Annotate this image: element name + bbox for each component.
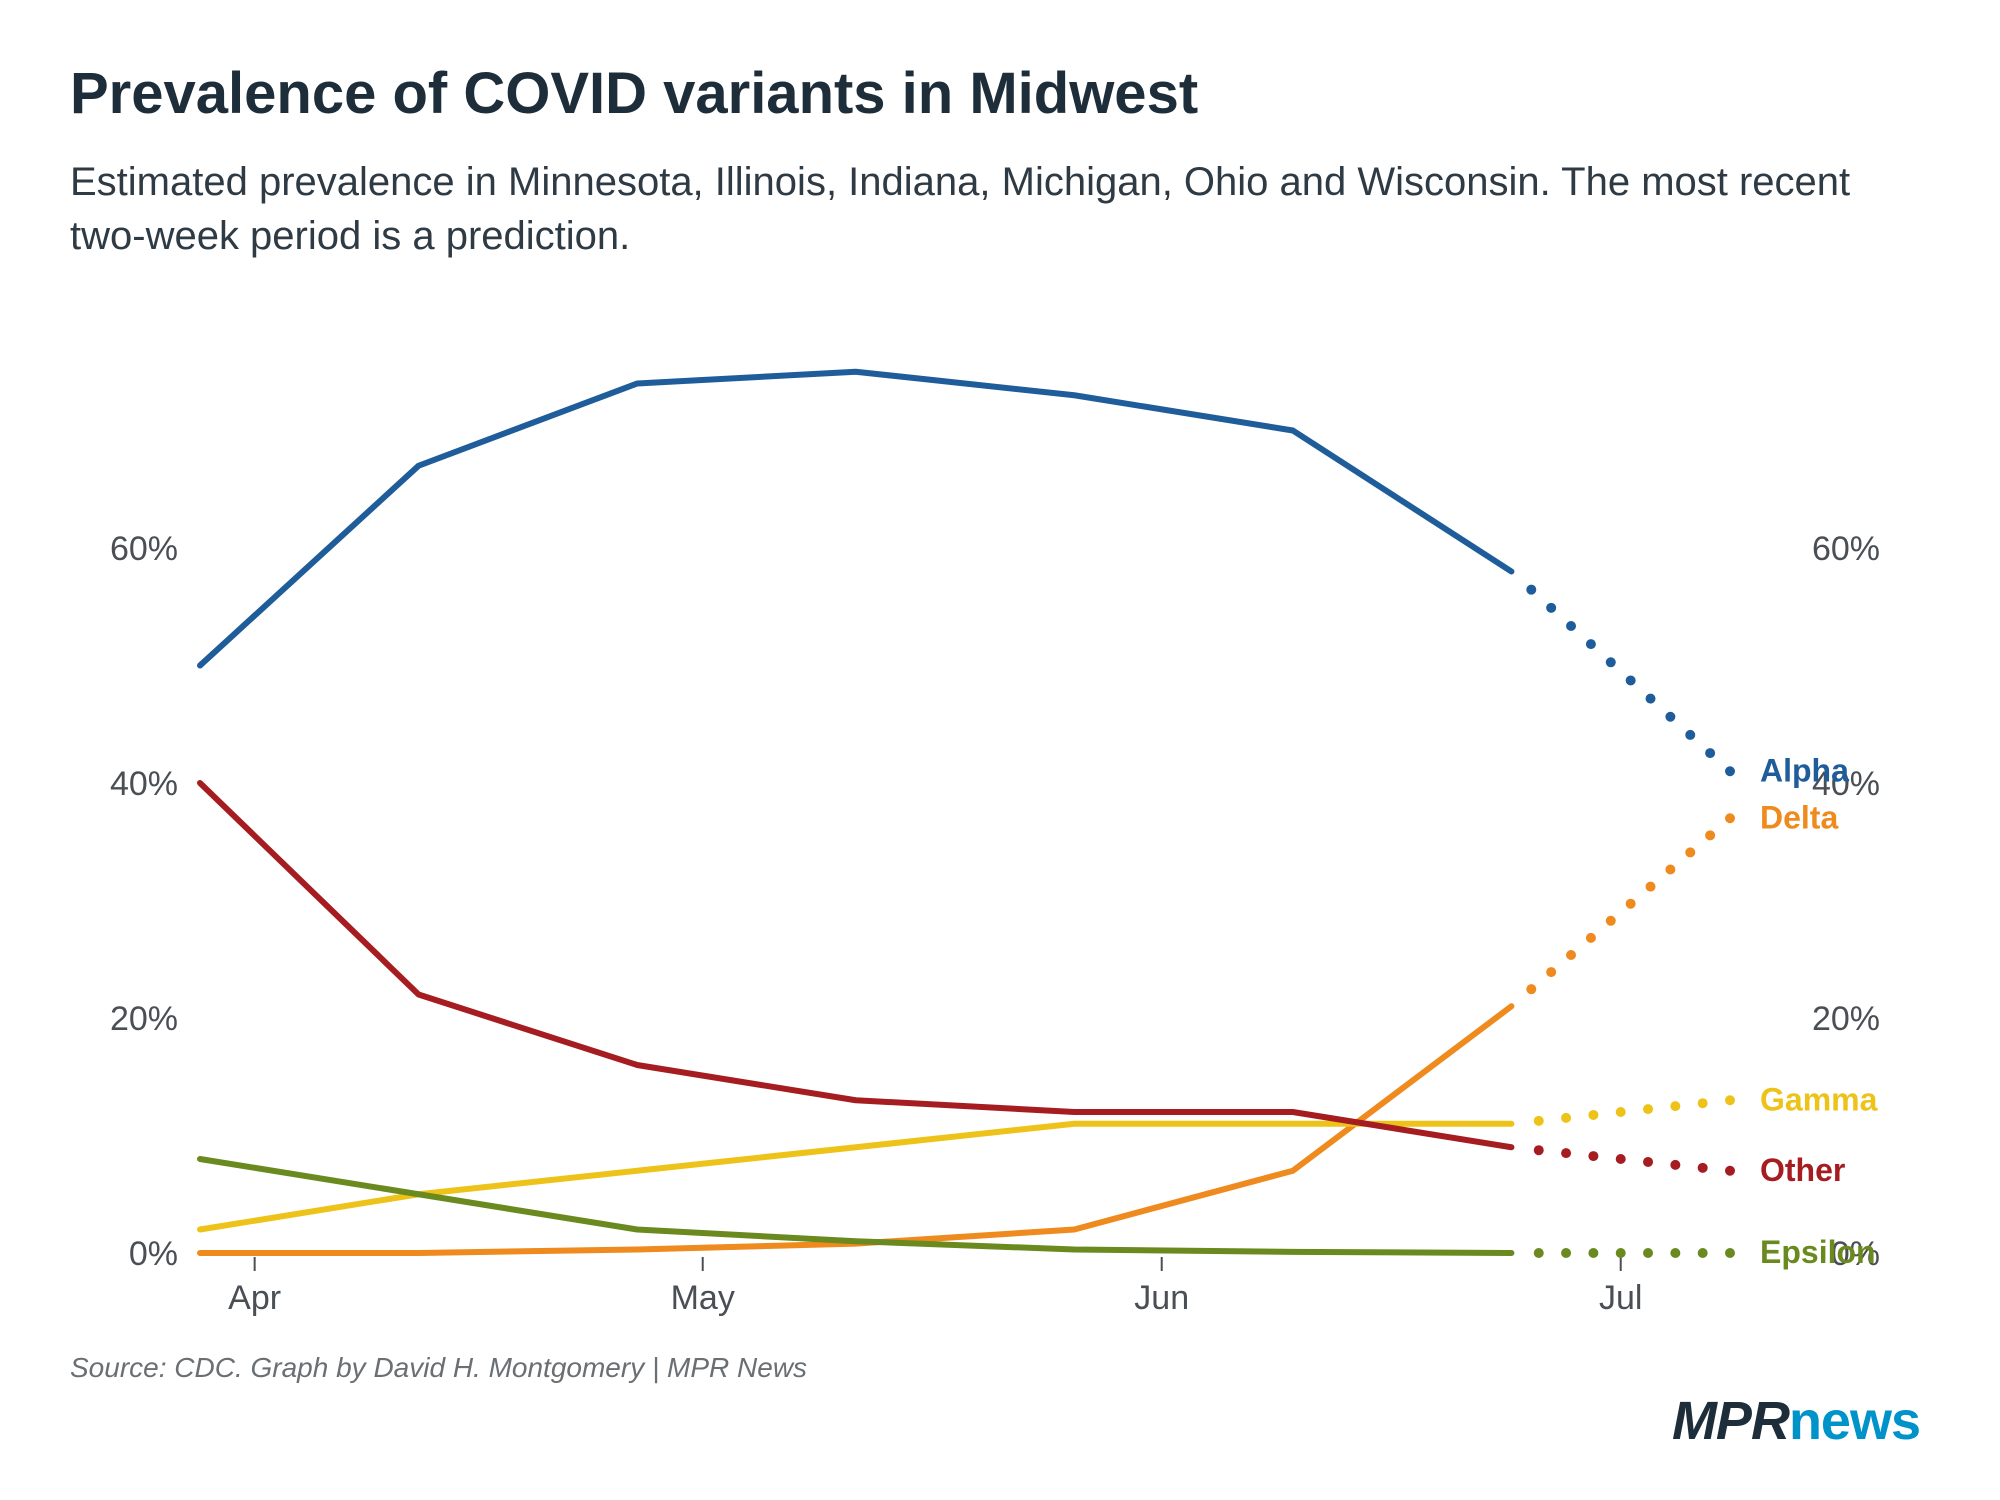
x-axis-tick-label: Jun bbox=[1134, 1279, 1189, 1317]
series-line-gamma bbox=[200, 1124, 1511, 1230]
series-prediction-other bbox=[1534, 1145, 1735, 1176]
publisher-logo: MPRnews bbox=[1672, 1390, 1920, 1452]
series-label-delta: Delta bbox=[1760, 799, 1838, 835]
series-line-alpha bbox=[200, 372, 1511, 666]
series-prediction-gamma bbox=[1534, 1095, 1735, 1126]
chart-container: Prevalence of COVID variants in Midwest … bbox=[0, 0, 2000, 1500]
y-axis-tick-right: 20% bbox=[1812, 1000, 1880, 1038]
x-axis-tick-label: May bbox=[671, 1279, 735, 1317]
y-axis-tick-left: 20% bbox=[110, 1000, 178, 1038]
series-label-gamma: Gamma bbox=[1760, 1081, 1878, 1117]
series-prediction-delta bbox=[1526, 813, 1735, 994]
series-line-epsilon bbox=[200, 1159, 1511, 1253]
y-axis-tick-left: 60% bbox=[110, 530, 178, 568]
logo-news: news bbox=[1789, 1391, 1920, 1451]
series-line-delta bbox=[200, 1006, 1511, 1253]
y-axis-tick-right: 60% bbox=[1812, 530, 1880, 568]
y-axis-tick-left: 0% bbox=[129, 1235, 178, 1273]
x-axis-tick-label: Apr bbox=[228, 1279, 281, 1317]
chart-plot-area: 0%0%20%20%40%40%60%60%AprMayJunJulAlphaD… bbox=[70, 293, 1930, 1328]
chart-title: Prevalence of COVID variants in Midwest bbox=[70, 60, 1930, 127]
chart-subtitle: Estimated prevalence in Minnesota, Illin… bbox=[70, 155, 1930, 263]
series-label-other: Other bbox=[1760, 1152, 1845, 1188]
series-line-other bbox=[200, 783, 1511, 1147]
line-chart-svg: 0%0%20%20%40%40%60%60%AprMayJunJulAlphaD… bbox=[70, 293, 1930, 1323]
series-prediction-epsilon bbox=[1534, 1248, 1735, 1258]
y-axis-tick-left: 40% bbox=[110, 765, 178, 803]
series-label-alpha: Alpha bbox=[1760, 752, 1849, 788]
x-axis-tick-label: Jul bbox=[1599, 1279, 1642, 1317]
chart-source: Source: CDC. Graph by David H. Montgomer… bbox=[70, 1352, 1930, 1384]
series-label-epsilon: Epsilon bbox=[1760, 1234, 1876, 1270]
series-prediction-alpha bbox=[1526, 585, 1735, 777]
logo-mpr: MPR bbox=[1672, 1391, 1789, 1451]
